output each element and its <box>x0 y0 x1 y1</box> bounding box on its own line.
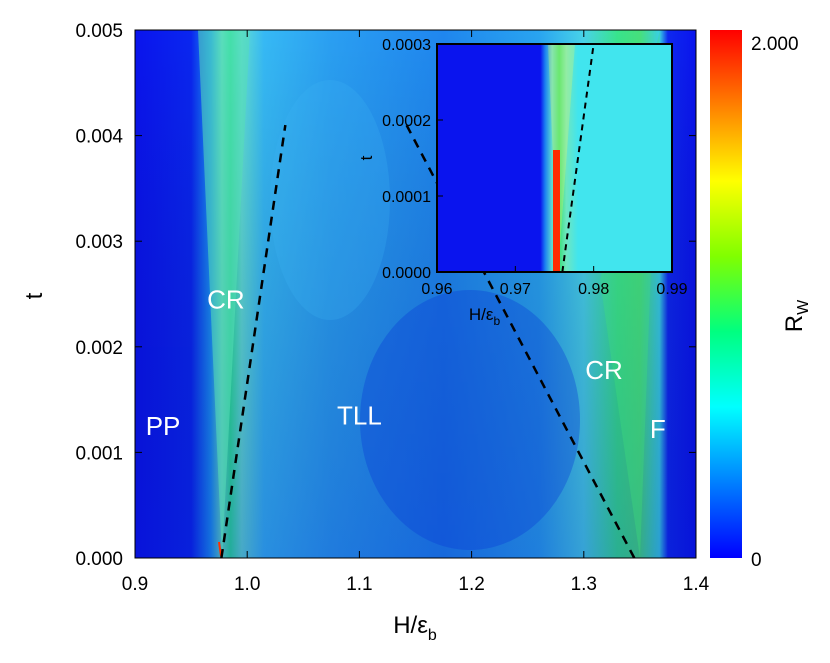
x-tick-label: 1.2 <box>458 574 484 595</box>
y-tick-label: 0.000 <box>75 549 123 570</box>
inset-x-axis-label: H/εb <box>469 305 501 328</box>
plot-frame <box>134 29 697 559</box>
y-tick-label: 0.005 <box>75 21 123 42</box>
main-axis-ticks: 0.9 1.0 1.1 1.2 1.3 1.4 0.000 0.001 0.002 0.003 0.… <box>75 21 709 595</box>
y-axis-label: t <box>21 292 48 299</box>
x-tick-label: 1.0 <box>234 574 260 595</box>
y-tick-label: 0.001 <box>75 443 123 464</box>
inset-wedge <box>548 44 575 272</box>
inset-y-tick-label: 0.0000 <box>382 265 431 282</box>
inset-y-tick-label: 0.0003 <box>382 37 431 54</box>
region-labels: PP CR TLL CR F <box>146 284 666 444</box>
y-tick-label: 0.003 <box>75 232 123 253</box>
inset-dashed-line <box>561 43 595 273</box>
colorbar-label: RW <box>781 299 812 332</box>
x-tick-label: 0.9 <box>122 574 148 595</box>
colorbar-max-label: 2.000 <box>751 34 799 55</box>
region-label-f: F <box>650 414 666 444</box>
inset-x-tick-label: 0.98 <box>578 281 609 298</box>
inset-plot: 0.96 0.97 0.98 0.99 0.0000 0.0001 0.0002 0.0003… <box>357 37 688 328</box>
inset-y-tick-label: 0.0001 <box>382 189 431 206</box>
critical-red-mark <box>218 541 222 557</box>
inset-x-tick-label: 0.99 <box>656 281 687 298</box>
inset-axis-ticks: 0.96 0.97 0.98 0.99 0.0000 0.0001 0.0002 0.0003… <box>357 37 688 328</box>
inset-dashed-boundary <box>561 43 595 273</box>
colorbar: 2.000 0 RW <box>710 30 812 571</box>
inset-x-tick-label: 0.97 <box>500 281 531 298</box>
cr-wedge-left <box>198 30 250 558</box>
region-label-cr: CR <box>585 355 623 385</box>
y-tick-label: 0.002 <box>75 338 123 359</box>
y-tick-label: 0.004 <box>75 127 123 148</box>
region-label-tll: TLL <box>337 400 382 430</box>
x-tick-label: 1.4 <box>683 574 710 595</box>
colorbar-gradient <box>710 30 742 558</box>
x-axis-label: H/εb <box>393 612 437 644</box>
region-label-pp: PP <box>146 411 181 441</box>
x-tick-label: 1.1 <box>346 574 372 595</box>
x-tick-label: 1.3 <box>571 574 597 595</box>
region-label-cr: CR <box>207 284 245 314</box>
inset-frame <box>436 43 673 273</box>
colorbar-min-label: 0 <box>751 550 762 571</box>
dashed-boundary-1 <box>220 124 287 559</box>
inset-x-tick-label: 0.96 <box>421 281 452 298</box>
heatmap-pocket <box>360 290 580 550</box>
inset-y-tick-label: 0.0002 <box>382 113 431 130</box>
inset-critical-red <box>553 150 560 272</box>
heatmap-pocket <box>270 80 390 320</box>
inset-y-axis-label: t <box>357 155 376 160</box>
